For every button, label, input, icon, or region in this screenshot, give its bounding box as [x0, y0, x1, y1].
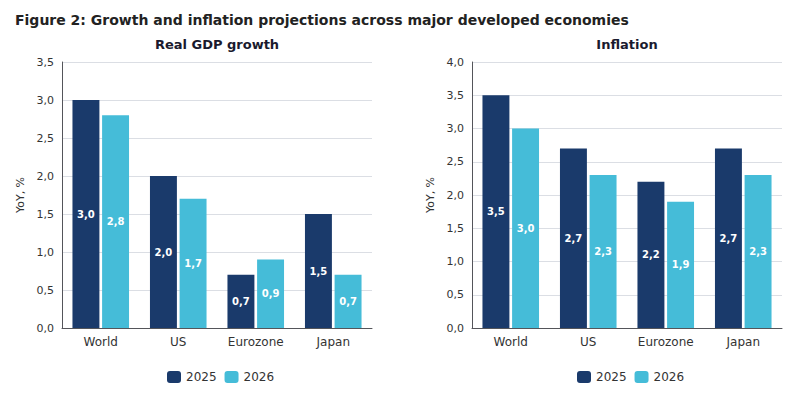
- svg-text:World: World: [494, 335, 528, 349]
- svg-text:1,5: 1,5: [310, 266, 328, 277]
- svg-text:2,5: 2,5: [447, 155, 465, 168]
- svg-text:0,7: 0,7: [339, 296, 357, 307]
- svg-text:US: US: [580, 335, 596, 349]
- svg-text:2,0: 2,0: [447, 189, 465, 202]
- svg-text:0,5: 0,5: [37, 284, 55, 297]
- svg-text:Figure 2: Growth and inflation: Figure 2: Growth and inflation projectio…: [15, 12, 629, 28]
- svg-text:2025: 2025: [186, 370, 217, 384]
- svg-text:Japan: Japan: [726, 335, 760, 349]
- svg-text:3,0: 3,0: [517, 223, 535, 234]
- svg-text:2,5: 2,5: [37, 132, 55, 145]
- svg-text:2,2: 2,2: [642, 249, 660, 260]
- svg-text:1,0: 1,0: [447, 255, 465, 268]
- svg-text:1,9: 1,9: [672, 259, 690, 270]
- svg-text:World: World: [84, 335, 118, 349]
- svg-text:2025: 2025: [596, 370, 627, 384]
- svg-text:2,7: 2,7: [565, 233, 583, 244]
- svg-text:2026: 2026: [654, 370, 685, 384]
- svg-text:Japan: Japan: [316, 335, 350, 349]
- svg-text:2,0: 2,0: [155, 247, 173, 258]
- svg-text:YoY, %: YoY, %: [424, 177, 437, 214]
- svg-text:1,5: 1,5: [37, 208, 55, 221]
- svg-text:1,7: 1,7: [184, 258, 202, 269]
- svg-text:1,5: 1,5: [447, 222, 465, 235]
- svg-text:0,9: 0,9: [262, 288, 280, 299]
- svg-text:3,5: 3,5: [487, 206, 505, 217]
- svg-text:Real GDP growth: Real GDP growth: [155, 37, 279, 52]
- svg-text:Eurozone: Eurozone: [638, 335, 694, 349]
- svg-text:0,0: 0,0: [447, 322, 465, 335]
- svg-text:0,5: 0,5: [447, 288, 465, 301]
- svg-text:0,7: 0,7: [232, 296, 250, 307]
- svg-text:3,5: 3,5: [447, 89, 465, 102]
- svg-text:3,0: 3,0: [447, 122, 465, 135]
- svg-text:Inflation: Inflation: [596, 37, 657, 52]
- svg-text:4,0: 4,0: [447, 56, 465, 69]
- svg-text:3,0: 3,0: [37, 94, 55, 107]
- svg-text:0,0: 0,0: [37, 322, 55, 335]
- svg-text:2,0: 2,0: [37, 170, 55, 183]
- svg-text:3,5: 3,5: [37, 56, 55, 69]
- svg-text:US: US: [170, 335, 186, 349]
- svg-text:2,8: 2,8: [107, 216, 125, 227]
- svg-text:2,3: 2,3: [749, 246, 767, 257]
- svg-text:2,7: 2,7: [720, 233, 738, 244]
- svg-text:2,3: 2,3: [594, 246, 612, 257]
- svg-text:Eurozone: Eurozone: [228, 335, 284, 349]
- svg-text:3,0: 3,0: [77, 209, 95, 220]
- svg-text:YoY, %: YoY, %: [14, 177, 27, 214]
- svg-text:1,0: 1,0: [37, 246, 55, 259]
- svg-text:2026: 2026: [244, 370, 275, 384]
